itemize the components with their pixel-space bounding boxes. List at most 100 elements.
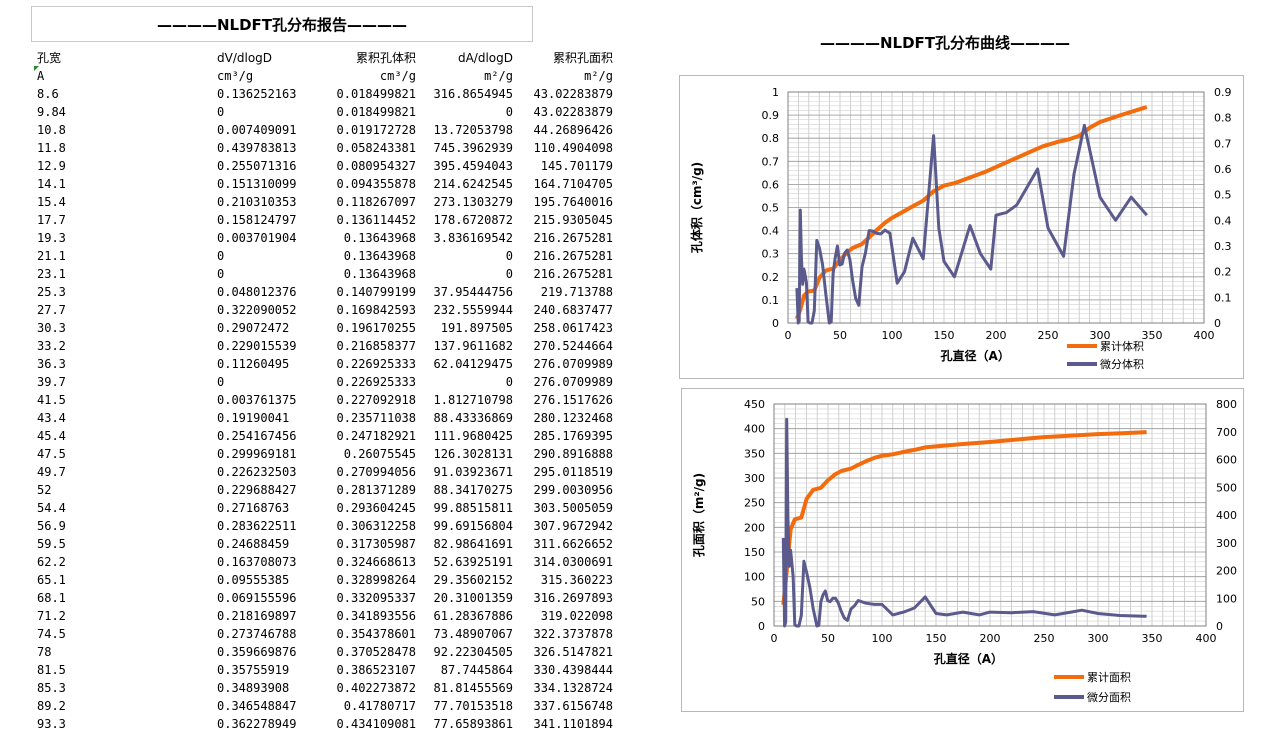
cumulative-area-cell: 216.2675281 (533, 267, 613, 281)
da-dlogd-cell: 316.8654945 (433, 87, 513, 101)
dv-dlogd-cell: 0.151310099 (217, 177, 297, 191)
x-tick-label: 400 (1194, 329, 1215, 342)
cumulative-volume-cell: 0.216858377 (336, 339, 416, 353)
y-tick-label: 0.7 (762, 155, 780, 168)
dv-dlogd-cell: 0.229015539 (217, 339, 297, 353)
y-tick-label: 100 (744, 571, 765, 584)
cumulative-volume-cell: 0.018499821 (336, 87, 416, 101)
plot-area (773, 403, 1207, 627)
x-tick-label: 0 (785, 329, 792, 342)
cumulative-area-cell: 285.1769395 (533, 429, 613, 443)
cumulative-area-cell: 290.8916888 (533, 447, 613, 461)
cumulative-area-cell: 315.360223 (540, 573, 613, 587)
header-pore-width: 孔宽 (37, 51, 62, 65)
cumulative-area-cell: 341.1101894 (533, 717, 613, 731)
da-dlogd-cell: 1.812710798 (433, 393, 513, 407)
pore-width-cell: 14.1 (37, 177, 66, 191)
x-axis-title: 孔直径（A） (941, 348, 1010, 363)
da-dlogd-cell: 92.22304505 (433, 645, 513, 659)
cumulative-volume-cell: 0.13643968 (343, 249, 416, 263)
y-tick-label: 350 (744, 447, 765, 460)
y2-tick-label: 400 (1216, 509, 1237, 522)
curve-title: ————NLDFT孔分布曲线———— (819, 34, 1071, 52)
x-tick-label: 0 (771, 632, 778, 645)
cumulative-area-cell: 326.5147821 (533, 645, 613, 659)
pore-width-cell: 85.3 (37, 681, 66, 695)
y-tick-label: 0.4 (762, 225, 780, 238)
x-tick-label: 350 (1142, 632, 1163, 645)
da-dlogd-cell: 77.70153518 (433, 699, 513, 713)
dv-dlogd-cell: 0.226232503 (217, 465, 297, 479)
da-dlogd-cell: 3.836169542 (433, 231, 513, 245)
volume-chart-svg: 0 50 100 150 200 250 300 350 40000.10.20.30.40.5… (689, 86, 1232, 371)
dv-dlogd-cell: 0.09555385 (217, 573, 290, 587)
pore-width-cell: 93.3 (37, 717, 66, 731)
cumulative-area-cell: 110.4904098 (533, 141, 613, 155)
cumulative-volume-cell: 0.386523107 (336, 663, 416, 677)
cumulative-volume-cell: 0.332095337 (336, 591, 416, 605)
x-tick-label: 300 (1088, 632, 1109, 645)
da-dlogd-cell: 395.4594043 (433, 159, 513, 173)
pore-width-cell: 39.7 (37, 375, 66, 389)
cumulative-area-cell: 307.9672942 (533, 519, 613, 533)
da-dlogd-cell: 77.65893861 (433, 717, 513, 731)
dv-dlogd-cell: 0.19190041 (217, 411, 290, 425)
dv-dlogd-cell: 0.24688459 (217, 537, 290, 551)
x-tick-label: 200 (986, 329, 1007, 342)
da-dlogd-cell: 61.28367886 (433, 609, 513, 623)
dv-dlogd-cell: 0.273746788 (217, 627, 297, 641)
pore-width-cell: 65.1 (37, 573, 66, 587)
da-dlogd-cell: 111.9680425 (433, 429, 513, 443)
cumulative-volume-cell: 0.306312258 (336, 519, 416, 533)
dv-dlogd-cell: 0.254167456 (217, 429, 297, 443)
da-dlogd-cell: 126.3028131 (433, 447, 513, 461)
pore-width-cell: 23.1 (37, 267, 66, 281)
cumulative-area-cell: 316.2697893 (533, 591, 613, 605)
y2-tick-label: 0 (1214, 317, 1221, 330)
dv-dlogd-cell: 0.255071316 (217, 159, 297, 173)
dv-dlogd-cell: 0 (217, 249, 225, 263)
pore-width-cell: 49.7 (37, 465, 66, 479)
cumulative-volume-cell: 0.094355878 (336, 177, 416, 191)
y2-tick-label: 700 (1216, 426, 1237, 439)
da-dlogd-cell: 0 (505, 249, 513, 263)
da-dlogd-cell: 0 (505, 267, 513, 281)
dv-dlogd-cell: 0.069155596 (217, 591, 297, 605)
pore-width-cell: 36.3 (37, 357, 66, 371)
dv-dlogd-cell: 0.136252163 (217, 87, 297, 101)
y-tick-label: 0.2 (762, 271, 780, 284)
dv-dlogd-cell: 0 (217, 105, 225, 119)
dv-dlogd-cell: 0 (217, 375, 225, 389)
y-tick-label: 400 (744, 423, 765, 436)
pore-width-cell: 74.5 (37, 627, 66, 641)
pore-width-cell: 15.4 (37, 195, 66, 209)
x-tick-label: 100 (882, 329, 903, 342)
y-tick-label: 450 (744, 398, 765, 411)
cumulative-volume-cell: 0.324668613 (336, 555, 416, 569)
da-dlogd-cell: 20.31001359 (433, 591, 513, 605)
dv-dlogd-cell: 0.158124797 (217, 213, 297, 227)
series-line-0 (795, 105, 1148, 320)
y-tick-label: 0.3 (762, 248, 780, 261)
legend-label: 累计体积 (1100, 339, 1144, 353)
da-dlogd-cell: 0 (505, 105, 513, 119)
cumulative-volume-cell: 0.136114452 (336, 213, 416, 227)
pore-width-cell: 33.2 (37, 339, 66, 353)
cumulative-volume-cell: 0.247182921 (336, 429, 416, 443)
legend-label: 微分面积 (1087, 690, 1131, 704)
pore-width-cell: 59.5 (37, 537, 66, 551)
dv-dlogd-cell: 0.003701904 (217, 231, 297, 245)
cumulative-area-cell: 322.3737878 (533, 627, 613, 641)
dv-dlogd-cell: 0.11260495 (217, 357, 290, 371)
x-axis-title: 孔直径（A） (934, 651, 1003, 666)
unit-cumulative-area: m²/g (584, 69, 613, 83)
dv-dlogd-cell: 0.048012376 (217, 285, 297, 299)
pore-width-cell: 78 (37, 645, 52, 659)
pore-width-cell: 71.2 (37, 609, 66, 623)
pore-width-cell: 45.4 (37, 429, 66, 443)
y2-tick-label: 0 (1216, 620, 1223, 633)
cumulative-volume-cell: 0.341893556 (336, 609, 416, 623)
cumulative-volume-cell: 0.354378601 (336, 627, 416, 641)
x-tick-label: 200 (980, 632, 1001, 645)
cumulative-area-cell: 145.701179 (540, 159, 613, 173)
